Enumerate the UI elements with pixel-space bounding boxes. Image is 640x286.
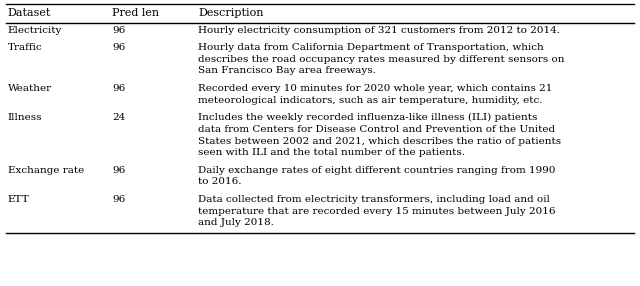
Text: Traffic: Traffic	[8, 43, 42, 52]
Text: Hourly electricity consumption of 321 customers from 2012 to 2014.: Hourly electricity consumption of 321 cu…	[198, 26, 561, 35]
Text: Recorded every 10 minutes for 2020 whole year, which contains 21: Recorded every 10 minutes for 2020 whole…	[198, 84, 553, 93]
Text: and July 2018.: and July 2018.	[198, 218, 275, 227]
Text: data from Centers for Disease Control and Prevention of the United: data from Centers for Disease Control an…	[198, 125, 556, 134]
Text: describes the road occupancy rates measured by different sensors on: describes the road occupancy rates measu…	[198, 55, 565, 64]
Text: Daily exchange rates of eight different countries ranging from 1990: Daily exchange rates of eight different …	[198, 166, 556, 175]
Text: Electricity: Electricity	[8, 26, 62, 35]
Text: 96: 96	[112, 43, 125, 52]
Text: Exchange rate: Exchange rate	[8, 166, 84, 175]
Text: Data collected from electricity transformers, including load and oil: Data collected from electricity transfor…	[198, 195, 550, 204]
Text: to 2016.: to 2016.	[198, 178, 242, 186]
Text: San Francisco Bay area freeways.: San Francisco Bay area freeways.	[198, 66, 376, 76]
Text: Includes the weekly recorded influenza-like illness (ILI) patients: Includes the weekly recorded influenza-l…	[198, 113, 538, 122]
Text: 24: 24	[112, 113, 125, 122]
Text: 96: 96	[112, 166, 125, 175]
Text: Weather: Weather	[8, 84, 52, 93]
Text: 96: 96	[112, 26, 125, 35]
Text: Pred len: Pred len	[112, 8, 159, 18]
Text: States between 2002 and 2021, which describes the ratio of patients: States between 2002 and 2021, which desc…	[198, 137, 561, 146]
Text: meteorological indicators, such as air temperature, humidity, etc.: meteorological indicators, such as air t…	[198, 96, 543, 105]
Text: ETT: ETT	[8, 195, 29, 204]
Text: Hourly data from California Department of Transportation, which: Hourly data from California Department o…	[198, 43, 544, 52]
Text: Dataset: Dataset	[8, 8, 51, 18]
Text: 96: 96	[112, 84, 125, 93]
Text: seen with ILI and the total number of the patients.: seen with ILI and the total number of th…	[198, 148, 465, 157]
Text: temperature that are recorded every 15 minutes between July 2016: temperature that are recorded every 15 m…	[198, 207, 556, 216]
Text: Description: Description	[198, 8, 264, 18]
Text: 96: 96	[112, 195, 125, 204]
Text: Illness: Illness	[8, 113, 42, 122]
